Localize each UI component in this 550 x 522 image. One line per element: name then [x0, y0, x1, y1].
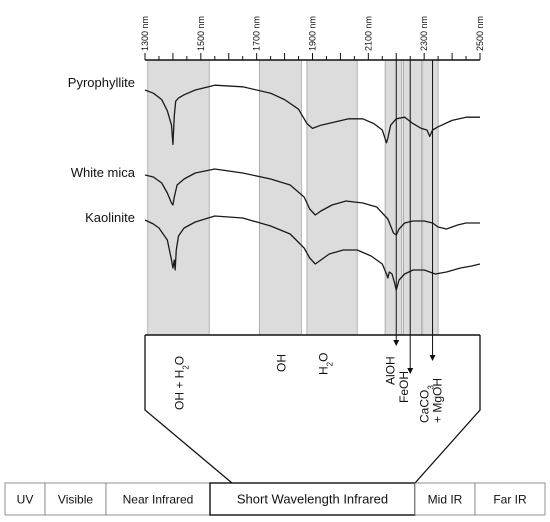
- feature-markers: [393, 60, 436, 374]
- funnel-outline: [144, 335, 481, 484]
- absorption-band: [147, 60, 210, 335]
- x-tick-label: 1700 nm: [252, 16, 262, 51]
- series-label: Kaolinite: [85, 210, 135, 225]
- band-label: H2O: [316, 353, 334, 375]
- feature-marker-arrow: [429, 355, 436, 361]
- spectrum-segment-label: Far IR: [493, 493, 527, 507]
- absorption-bands: [147, 59, 439, 336]
- spectrum-segment-label: Visible: [58, 493, 93, 507]
- feature-label: CaCO3: [418, 385, 436, 423]
- spectrum-segment-label: Short Wavelength Infrared: [237, 492, 388, 507]
- spectrum-segment-label: UV: [17, 493, 34, 507]
- spectrum-segment-label: Mid IR: [428, 493, 463, 507]
- feature-label: AlOH: [383, 356, 397, 385]
- spectrum-segment: [44, 482, 107, 516]
- band-label: OH: [274, 354, 288, 372]
- x-tick-label: 2100 nm: [363, 16, 373, 51]
- absorption-band: [422, 60, 439, 335]
- band-label: OH + H2O: [173, 356, 191, 410]
- spectra: [144, 84, 481, 291]
- feature-label: FeOH: [397, 371, 411, 403]
- feature-label: + MgOH: [431, 378, 445, 423]
- absorption-band: [259, 60, 302, 335]
- x-tick-label: 1500 nm: [196, 16, 206, 51]
- x-tick-label: 1300 nm: [140, 16, 150, 51]
- spectrum-segment: [4, 482, 46, 516]
- x-tick-label: 1900 nm: [308, 16, 318, 51]
- feature-marker-arrow: [407, 368, 414, 374]
- spectrum-line: [144, 84, 480, 146]
- spectrum-segment: [209, 482, 416, 516]
- spectrum-segment: [474, 482, 546, 516]
- series-label: White mica: [71, 165, 136, 180]
- x-tick-label: 2300 nm: [419, 16, 429, 51]
- spectrum-bar: UV Visible Near Infrared Short Wavelength I…: [4, 482, 546, 516]
- series-label: Pyrophyllite: [68, 75, 135, 90]
- spectrum-segment-label: Near Infrared: [123, 493, 194, 507]
- feature-marker-arrow: [393, 340, 400, 346]
- absorption-band: [306, 60, 358, 335]
- absorption-band: [403, 60, 422, 335]
- absorption-band: [385, 60, 402, 335]
- spectrum-line: [144, 168, 480, 236]
- x-tick-label: 2500 nm: [475, 16, 485, 51]
- spectrum-line: [144, 215, 481, 291]
